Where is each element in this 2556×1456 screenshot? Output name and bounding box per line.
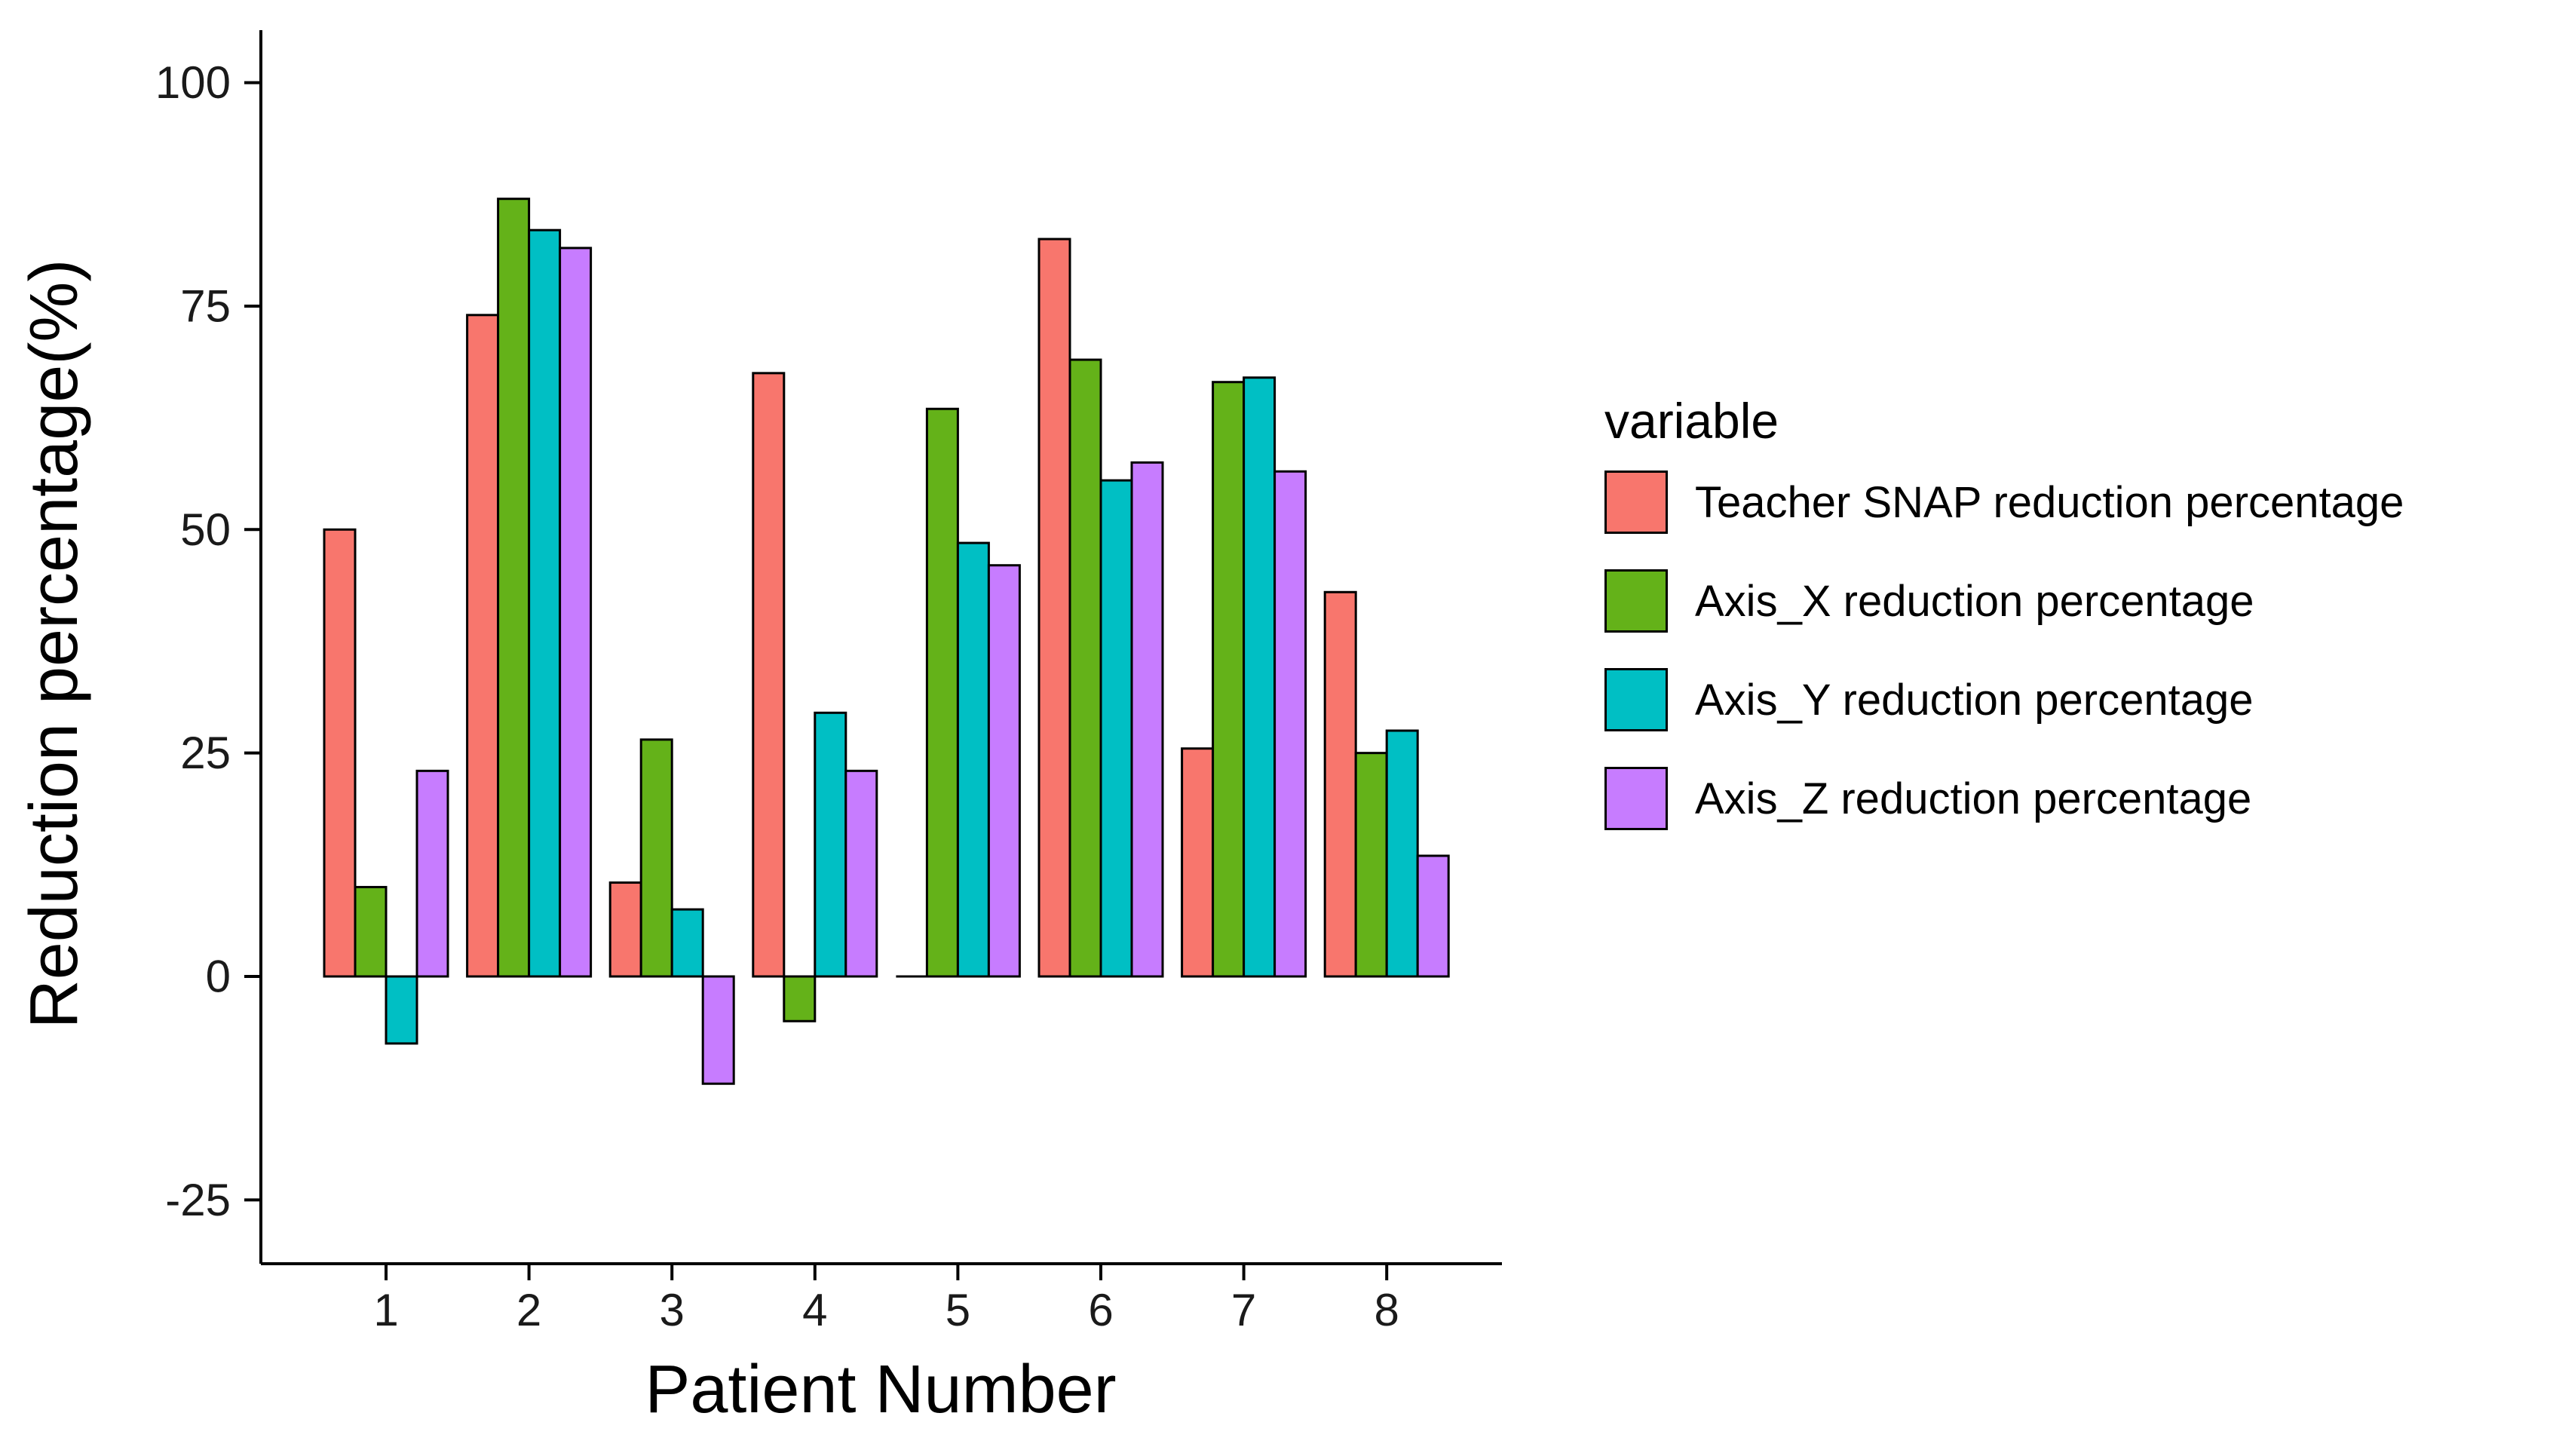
x-tick-label: 1 <box>373 1285 398 1335</box>
bar-patient7-series1 <box>1212 381 1246 978</box>
bar-patient2-series3 <box>559 247 593 978</box>
y-tick-label: 0 <box>206 952 231 1002</box>
x-tick-label: 7 <box>1231 1285 1256 1335</box>
y-tick-label: -25 <box>165 1175 231 1225</box>
y-tick-label: 50 <box>180 504 231 555</box>
bar-patient3-series2 <box>670 908 704 978</box>
bar-patient5-series3 <box>987 564 1021 978</box>
x-tick-label: 2 <box>516 1285 541 1335</box>
bar-patient5-series2 <box>956 541 990 978</box>
legend-swatch-2 <box>1604 668 1668 731</box>
bar-patient5-series1 <box>925 407 959 978</box>
bar-patient4-series0 <box>752 372 786 978</box>
bar-patient4-series3 <box>844 769 878 978</box>
x-tick-label: 5 <box>945 1285 970 1335</box>
y-tick-label: 75 <box>180 280 231 331</box>
legend-title: variable <box>1604 393 1779 449</box>
x-tick-label: 6 <box>1088 1285 1113 1335</box>
bar-patient3-series0 <box>608 881 642 978</box>
legend-item-1: Axis_X reduction percentage <box>1604 569 2404 633</box>
legend-items: Teacher SNAP reduction percentage Axis_X … <box>1604 471 2404 830</box>
bar-patient8-series2 <box>1385 729 1419 978</box>
bar-patient8-series0 <box>1323 590 1357 978</box>
bar-patient8-series3 <box>1416 854 1450 978</box>
x-tick-label: 4 <box>802 1285 827 1335</box>
legend-item-3: Axis_Z reduction percentage <box>1604 767 2404 830</box>
legend-label-0: Teacher SNAP reduction percentage <box>1695 477 2404 527</box>
legend-swatch-1 <box>1604 569 1668 633</box>
legend-swatch-3 <box>1604 767 1668 830</box>
bar-patient2-series1 <box>497 198 531 978</box>
legend: variable Teacher SNAP reduction percenta… <box>1604 392 2404 866</box>
legend-label-2: Axis_Y reduction percentage <box>1695 675 2254 725</box>
x-axis-label: Patient Number <box>645 1352 1117 1427</box>
x-tick-label: 3 <box>660 1285 685 1335</box>
y-tick-label: 100 <box>155 57 231 108</box>
legend-label-1: Axis_X reduction percentage <box>1695 576 2254 626</box>
bar-patient1-series2 <box>385 975 418 1045</box>
bar-patient8-series1 <box>1354 752 1388 978</box>
bar-patient4-series2 <box>814 711 847 978</box>
bar-patient7-series0 <box>1181 747 1215 978</box>
legend-swatch-0 <box>1604 471 1668 534</box>
bar-patient6-series1 <box>1068 358 1102 978</box>
bar-patient6-series2 <box>1099 479 1133 978</box>
bar-patient7-series2 <box>1243 376 1276 978</box>
bar-patient2-series2 <box>528 228 562 978</box>
bar-patient6-series0 <box>1037 238 1071 978</box>
y-tick-label: 25 <box>180 728 231 778</box>
bar-patient7-series3 <box>1273 470 1307 978</box>
bar-patient1-series0 <box>323 528 357 978</box>
legend-item-0: Teacher SNAP reduction percentage <box>1604 471 2404 534</box>
bar-patient6-series3 <box>1130 461 1164 978</box>
x-tick-label: 8 <box>1375 1285 1399 1335</box>
bar-patient3-series1 <box>639 738 673 978</box>
bar-patient3-series3 <box>701 975 735 1085</box>
bar-patient2-series0 <box>466 314 500 978</box>
legend-label-3: Axis_Z reduction percentage <box>1695 774 2252 823</box>
bar-patient1-series3 <box>415 769 449 978</box>
bar-patient4-series1 <box>783 975 817 1022</box>
y-axis-label: Reduction percentage(%) <box>17 259 92 1029</box>
bar-patient1-series1 <box>354 885 388 978</box>
legend-item-2: Axis_Y reduction percentage <box>1604 668 2404 731</box>
